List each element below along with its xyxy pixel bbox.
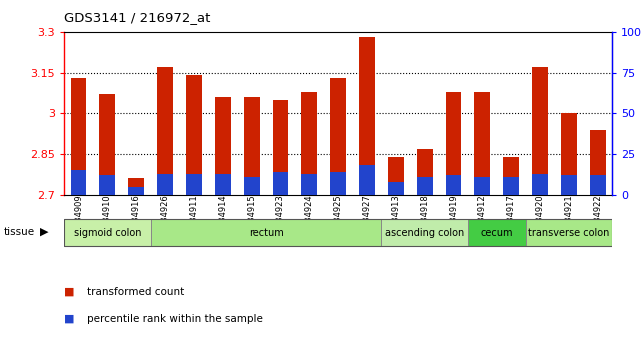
Bar: [388, 182, 404, 195]
FancyBboxPatch shape: [381, 219, 468, 246]
Bar: [215, 173, 231, 195]
Bar: [532, 173, 548, 195]
Bar: [99, 175, 115, 195]
Text: cecum: cecum: [481, 228, 513, 238]
Text: sigmoid colon: sigmoid colon: [74, 228, 141, 238]
Text: transformed count: transformed count: [87, 287, 184, 297]
Bar: [186, 173, 202, 195]
Bar: [590, 130, 606, 195]
Bar: [388, 157, 404, 195]
Bar: [330, 172, 346, 195]
FancyBboxPatch shape: [526, 219, 612, 246]
Bar: [301, 92, 317, 195]
Bar: [417, 149, 433, 195]
FancyBboxPatch shape: [468, 219, 526, 246]
Bar: [503, 177, 519, 195]
Bar: [272, 172, 288, 195]
Bar: [272, 100, 288, 195]
Text: ■: ■: [64, 287, 74, 297]
Text: ascending colon: ascending colon: [385, 228, 464, 238]
Bar: [590, 175, 606, 195]
Bar: [128, 187, 144, 195]
Bar: [503, 157, 519, 195]
Bar: [71, 78, 87, 195]
Bar: [532, 67, 548, 195]
Bar: [99, 94, 115, 195]
Bar: [301, 173, 317, 195]
Bar: [71, 170, 87, 195]
Text: GDS3141 / 216972_at: GDS3141 / 216972_at: [64, 11, 210, 24]
Bar: [561, 175, 577, 195]
Text: rectum: rectum: [249, 228, 283, 238]
Bar: [474, 177, 490, 195]
Bar: [244, 97, 260, 195]
Text: percentile rank within the sample: percentile rank within the sample: [87, 314, 262, 324]
Bar: [186, 75, 202, 195]
FancyBboxPatch shape: [151, 219, 381, 246]
FancyBboxPatch shape: [64, 219, 151, 246]
Bar: [445, 92, 462, 195]
Text: ■: ■: [64, 314, 74, 324]
Bar: [445, 175, 462, 195]
Bar: [359, 37, 375, 195]
Bar: [157, 67, 173, 195]
Text: tissue: tissue: [3, 227, 35, 237]
Bar: [561, 113, 577, 195]
Bar: [330, 78, 346, 195]
Text: ▶: ▶: [40, 227, 48, 237]
Bar: [359, 165, 375, 195]
Bar: [157, 173, 173, 195]
Bar: [215, 97, 231, 195]
Bar: [128, 178, 144, 195]
Bar: [474, 92, 490, 195]
Bar: [417, 177, 433, 195]
Text: transverse colon: transverse colon: [528, 228, 610, 238]
Bar: [244, 177, 260, 195]
